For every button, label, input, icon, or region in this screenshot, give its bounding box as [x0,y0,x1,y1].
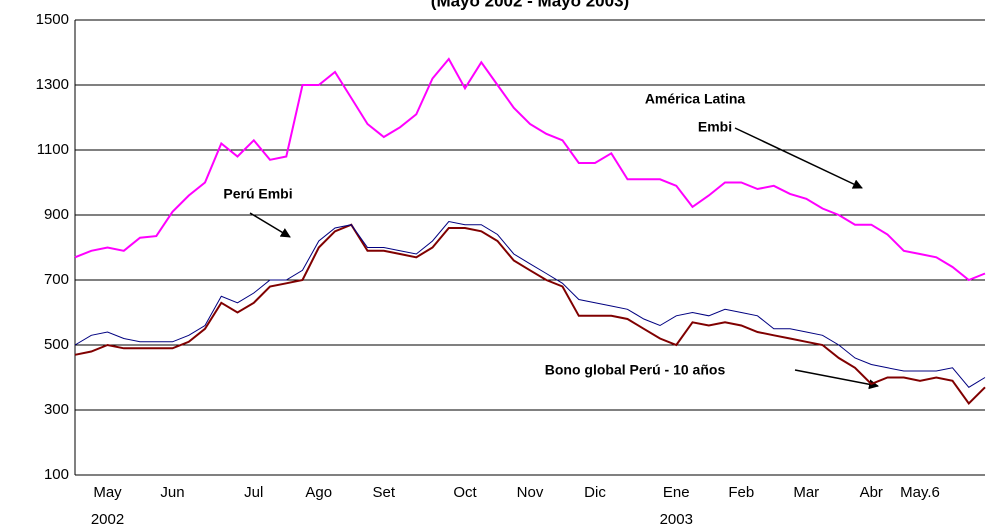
arrow [734,127,863,189]
series-line [74,220,986,388]
x-tick-label: Jun [160,484,184,501]
x-tick-label: Jul [244,484,263,501]
x-tick-label: Mar [793,484,819,501]
x-tick-label: Nov [517,484,544,501]
x-tick-label: Set [372,484,395,501]
series-line [74,223,986,406]
x-tick-label: May [93,484,122,501]
arrow [249,212,291,238]
x-tick-label: Ene [663,484,690,501]
annotation: Bono global Perú - 10 años [545,362,726,378]
y-tick-label: 1300 [36,76,69,93]
x-tick-label: May.6 [900,484,940,501]
annotation: América Latina [645,91,746,107]
series-line [74,57,986,282]
y-tick-label: 1500 [36,11,69,28]
chart-title: (Mayo 2002 - Mayo 2003) [431,0,629,10]
x-tick-label: Ago [305,484,332,501]
y-tick-label: 900 [44,206,69,223]
arrow [794,369,879,390]
y-tick-label: 500 [44,336,69,353]
annotation: Perú Embi [223,186,292,202]
x-tick-label: Feb [728,484,754,501]
y-tick-label: 1100 [37,141,69,158]
annotation: Embi [698,119,732,135]
x-tick-label: Abr [860,484,883,501]
x-tick-label: Oct [453,484,477,501]
x-tick-label: Dic [584,484,606,501]
x-sublabel: 2002 [91,511,124,528]
y-tick-label: 300 [44,401,69,418]
y-tick-label: 100 [44,466,69,483]
y-tick-label: 700 [44,271,69,288]
x-sublabel: 2003 [660,511,693,528]
